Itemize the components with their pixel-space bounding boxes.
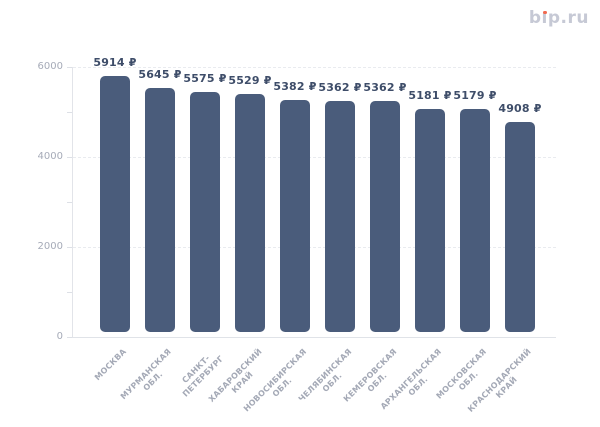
- x-axis-line: [72, 337, 556, 338]
- gridline-6000: [73, 67, 556, 68]
- x-axis-category-label: МОСКВА: [93, 347, 129, 383]
- bar[interactable]: [505, 121, 535, 332]
- bar-value-label: 5179 ₽: [453, 89, 497, 103]
- y-tick-0: [67, 337, 72, 338]
- y-axis-line: [72, 67, 73, 337]
- bar-value-label: 5362 ₽: [363, 81, 407, 95]
- bar[interactable]: [100, 76, 130, 332]
- x-axis-label-line: МОСКВА: [93, 347, 129, 383]
- y-tick-3000: [67, 202, 72, 203]
- bar-value-label: 5529 ₽: [228, 73, 272, 87]
- bar-value-label: 4908 ₽: [498, 101, 542, 115]
- y-axis-tick-label: 2000: [37, 241, 63, 252]
- logo-letter-i: ı: [542, 8, 548, 28]
- bar-value-label: 5575 ₽: [183, 71, 227, 85]
- y-tick-4000: [67, 157, 72, 158]
- logo-text-rest: p.ru: [547, 8, 589, 28]
- gridline-4000: [73, 157, 556, 158]
- bar[interactable]: [145, 88, 175, 332]
- bar-value-label: 5181 ₽: [408, 89, 452, 103]
- bip-logo[interactable]: bı p.ru: [529, 8, 589, 28]
- bar[interactable]: [235, 93, 265, 332]
- bar[interactable]: [280, 100, 310, 332]
- y-tick-6000: [67, 67, 72, 68]
- bar-value-label: 5645 ₽: [138, 68, 182, 82]
- bar-value-label: 5382 ₽: [273, 80, 317, 94]
- bar[interactable]: [370, 101, 400, 332]
- y-axis-tick-label: 6000: [37, 61, 63, 72]
- logo-text-b: b: [528, 8, 542, 28]
- y-tick-5000: [67, 112, 72, 113]
- bar[interactable]: [415, 109, 445, 332]
- gridline-2000: [73, 247, 556, 248]
- y-axis-tick-label: 0: [56, 331, 63, 342]
- logo-i-stem: ı: [541, 8, 548, 28]
- bar[interactable]: [460, 109, 490, 332]
- y-tick-1000: [67, 292, 72, 293]
- bar-value-label: 5914 ₽: [93, 56, 137, 70]
- bar[interactable]: [325, 101, 355, 332]
- x-axis-category-label: МУРМАНСКАЯ ОБЛ.: [119, 347, 181, 409]
- y-tick-2000: [67, 247, 72, 248]
- logo-i-orange-dot-icon: [542, 10, 547, 15]
- bar-value-label: 5362 ₽: [318, 81, 362, 95]
- y-axis-tick-label: 4000: [37, 151, 63, 162]
- bar[interactable]: [190, 91, 220, 332]
